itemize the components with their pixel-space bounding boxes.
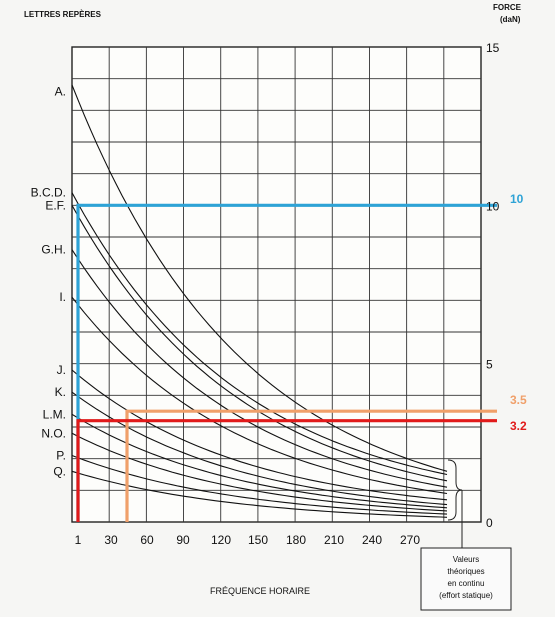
highlight-3-2-label: 3.2 bbox=[510, 419, 527, 433]
x-tick-label-210: 210 bbox=[324, 533, 344, 547]
curve-2 bbox=[71, 192, 448, 476]
continuous-note-line-2: théoriques bbox=[447, 567, 484, 576]
highlight-labels: 10 3.5 3.2 bbox=[510, 192, 527, 433]
y-tick-label-5: 5 bbox=[486, 358, 493, 372]
x-tick-label-1: 1 bbox=[75, 533, 82, 547]
right-axis-title-line1: FORCE bbox=[493, 3, 522, 12]
letter-label-7: K. bbox=[55, 385, 66, 399]
curve-11 bbox=[71, 470, 448, 518]
curve-7 bbox=[71, 391, 448, 506]
curve-1 bbox=[71, 84, 448, 472]
x-axis-label: FRÉQUENCE HORAIRE bbox=[210, 586, 310, 596]
plot-frame bbox=[71, 46, 482, 523]
highlight-lines bbox=[76, 203, 497, 522]
curve-8 bbox=[71, 413, 448, 509]
chart-grid bbox=[71, 46, 482, 523]
letter-label-6: J. bbox=[57, 363, 66, 377]
continuous-values-bracket bbox=[447, 459, 463, 548]
letter-label-11: Q. bbox=[53, 464, 66, 478]
y-tick-label-0: 0 bbox=[486, 516, 493, 530]
letter-label-2: B.C.D. bbox=[31, 186, 66, 200]
highlight-10-line bbox=[76, 203, 497, 522]
curve-10 bbox=[71, 454, 448, 515]
letter-labels: A. B.C.D.E.F. G.H. I. J. K. L.M. N.O. P.Q. bbox=[31, 84, 66, 478]
x-tick-label-60: 60 bbox=[140, 533, 154, 547]
y-tick-label-15: 15 bbox=[486, 41, 500, 55]
curve-9 bbox=[71, 432, 448, 512]
left-axis-title: LETTRES REPÈRES bbox=[24, 10, 102, 19]
curve-4 bbox=[71, 249, 448, 488]
continuous-note-line-3: en continu bbox=[448, 579, 485, 588]
letter-label-4: G.H. bbox=[41, 243, 66, 257]
right-axis-title-line2: (daN) bbox=[500, 15, 521, 24]
curve-5 bbox=[71, 296, 448, 495]
x-tick-label-150: 150 bbox=[248, 533, 268, 547]
x-tick-labels: 1 30 60 90 120 150 180 210 240 270 bbox=[75, 533, 421, 547]
curve-6 bbox=[71, 369, 448, 501]
y-tick-labels: 15 10 5 0 bbox=[486, 41, 500, 530]
letter-label-1: A. bbox=[55, 84, 66, 98]
highlight-3-5-label: 3.5 bbox=[510, 393, 527, 407]
letter-label-9: N.O. bbox=[41, 426, 66, 440]
letter-label-10: P. bbox=[56, 449, 66, 463]
letter-label-8: L.M. bbox=[43, 407, 66, 421]
highlight-3-2-line bbox=[76, 419, 497, 522]
x-tick-label-180: 180 bbox=[286, 533, 306, 547]
continuous-note-line-1: Valeurs bbox=[453, 555, 480, 564]
x-tick-label-120: 120 bbox=[211, 533, 231, 547]
y-tick-label-10: 10 bbox=[486, 199, 500, 213]
x-tick-label-30: 30 bbox=[104, 533, 118, 547]
highlight-10-label: 10 bbox=[510, 192, 524, 206]
letter-label-5: I. bbox=[59, 290, 66, 304]
x-tick-label-270: 270 bbox=[400, 533, 420, 547]
letter-label-3: E.F. bbox=[45, 198, 66, 212]
highlight-3-5-line bbox=[125, 409, 497, 522]
x-tick-label-240: 240 bbox=[362, 533, 382, 547]
x-tick-label-90: 90 bbox=[176, 533, 190, 547]
continuous-note-line-4: (effort statique) bbox=[439, 591, 493, 600]
continuous-note-box bbox=[420, 547, 512, 611]
